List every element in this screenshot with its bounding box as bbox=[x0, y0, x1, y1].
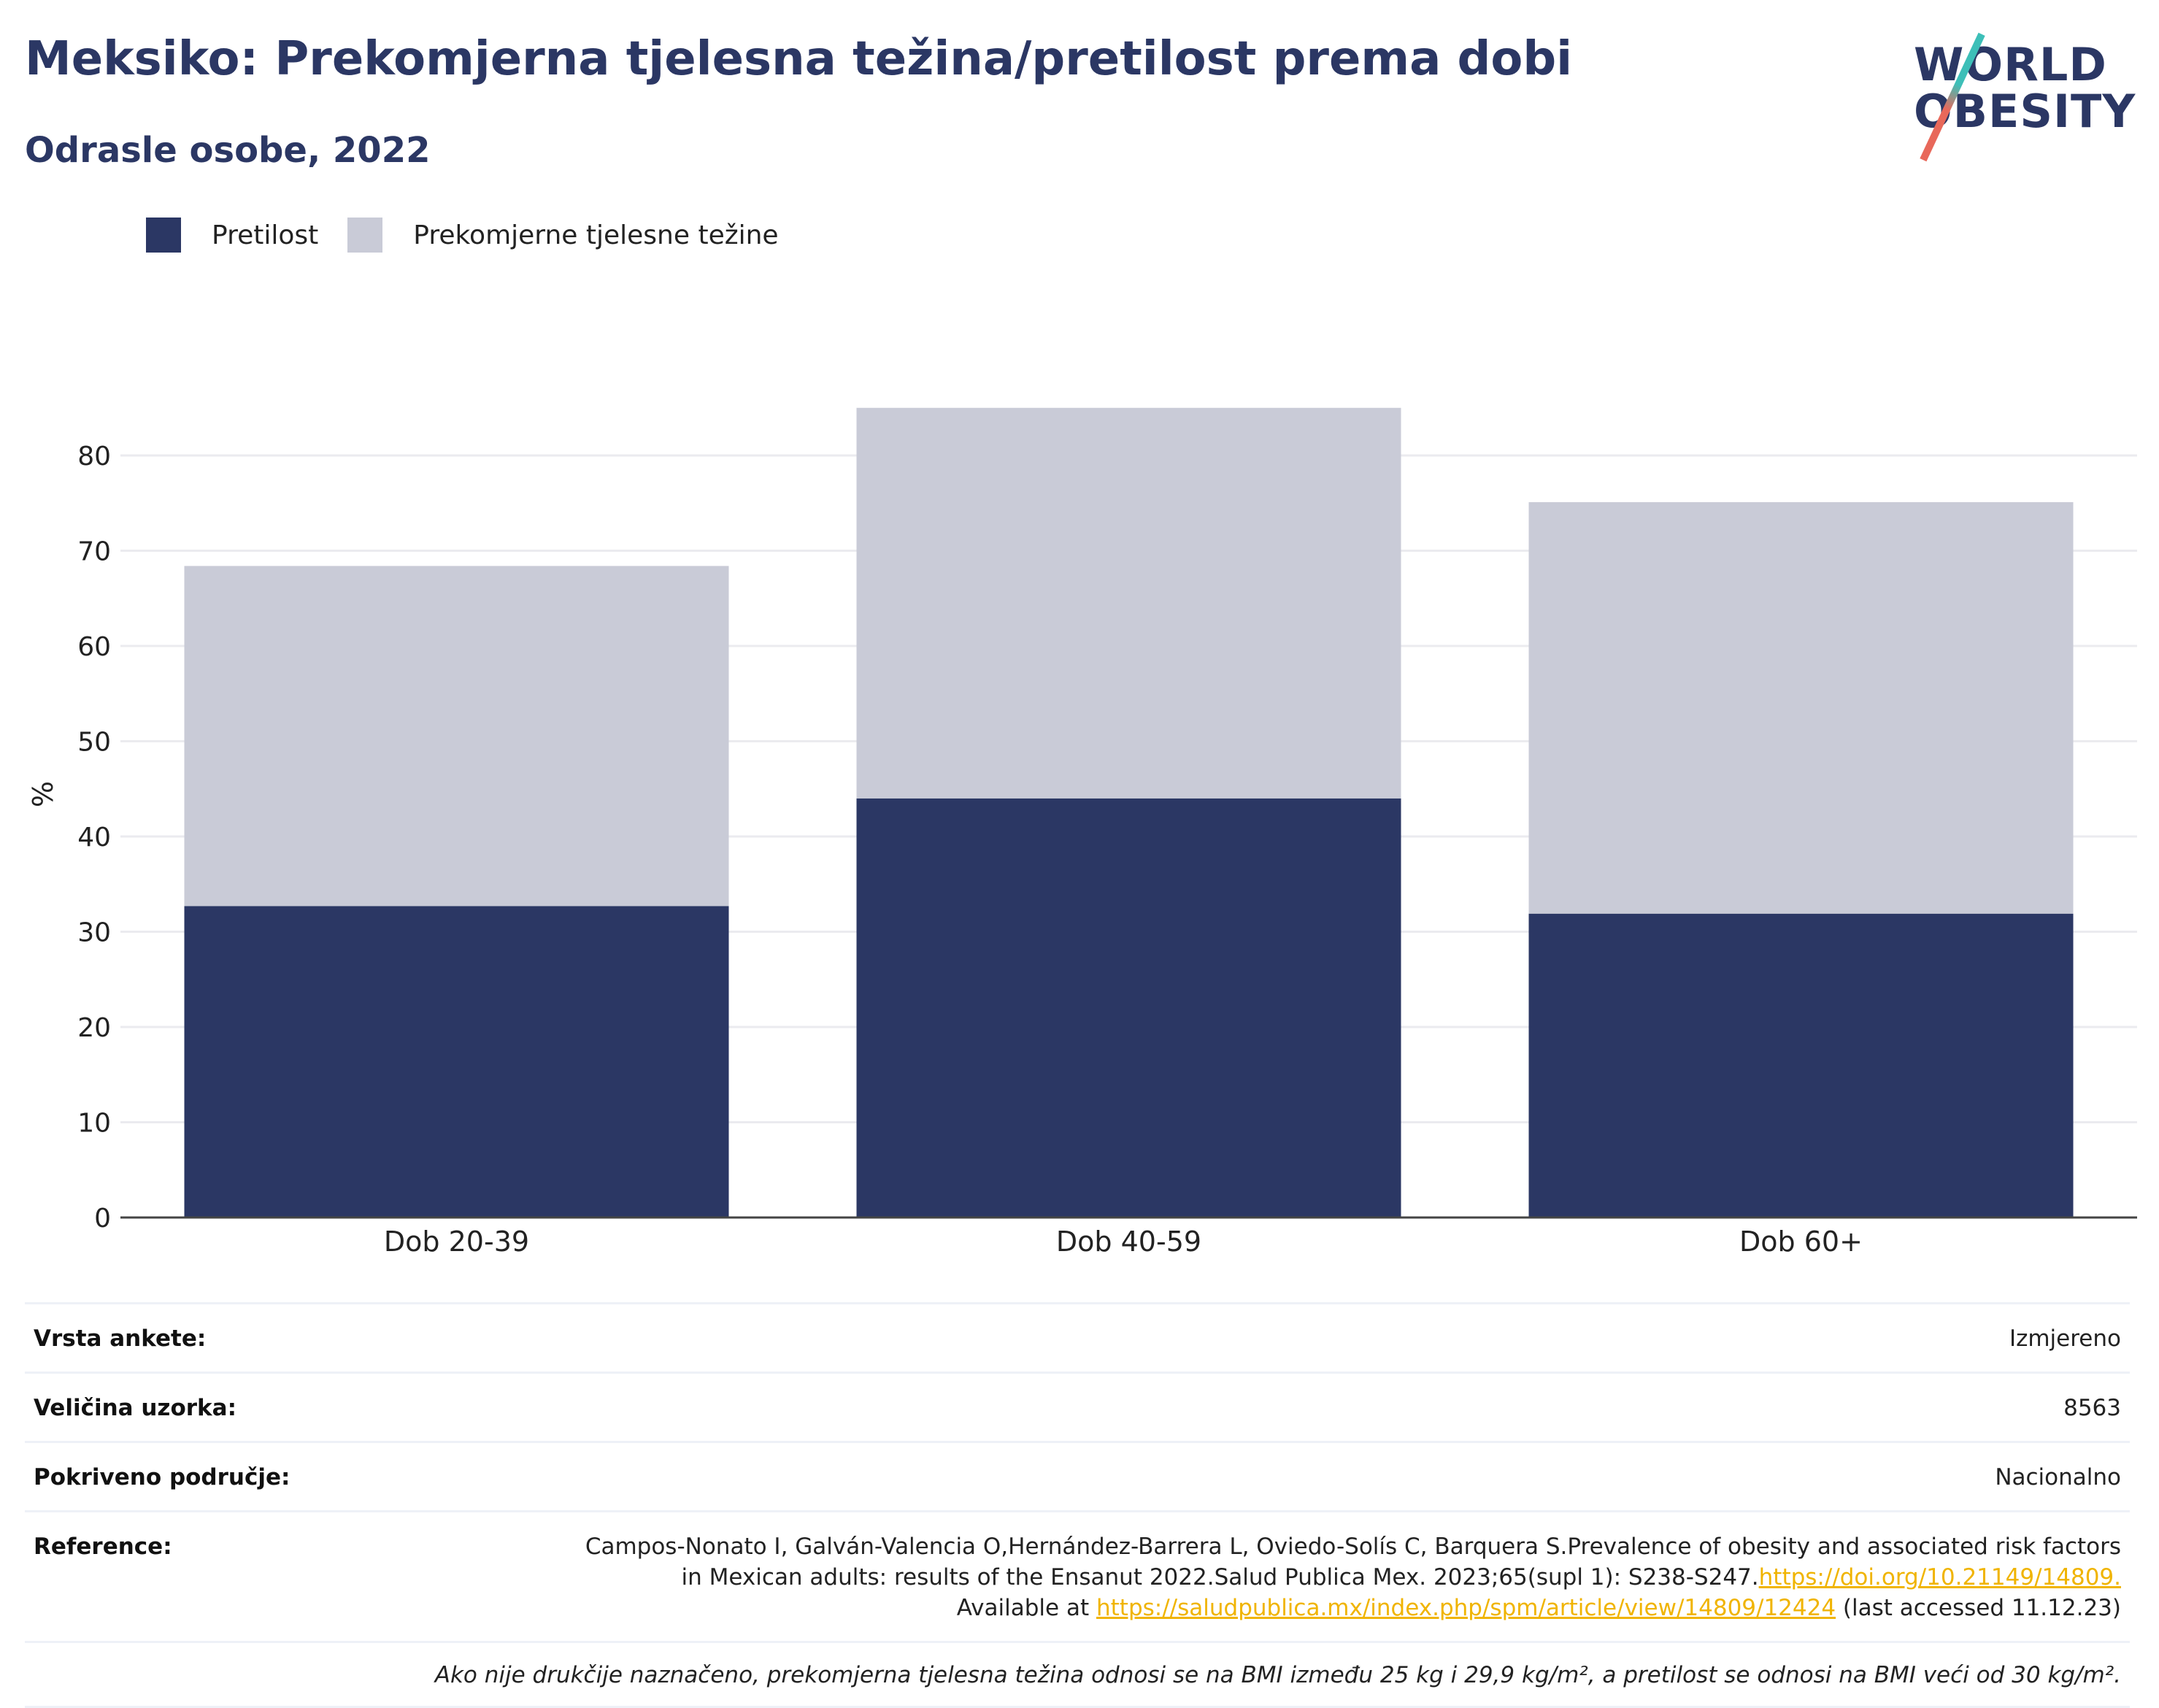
sample-size-value: 8563 bbox=[2063, 1395, 2121, 1421]
x-tick-label: Dob 40-59 bbox=[1056, 1226, 1201, 1258]
reference-line3-suffix: (last accessed 11.12.23) bbox=[1836, 1595, 2121, 1621]
legend-label-overweight: Prekomjerne tjelesne težine bbox=[413, 220, 779, 250]
y-tick-label: 50 bbox=[77, 728, 111, 758]
info-row-reference: Reference: Campos-Nonato I, Galván-Valen… bbox=[25, 1510, 2130, 1641]
y-axis-label: % bbox=[27, 781, 59, 807]
definition-note: Ako nije drukčije naznačeno, prekomjerna… bbox=[25, 1641, 2130, 1708]
bar-overweight bbox=[856, 407, 1401, 799]
doi-link[interactable]: https://doi.org/10.21149/14809. bbox=[1758, 1564, 2121, 1590]
sample-size-label: Veličina uzorka: bbox=[34, 1395, 236, 1421]
legend-swatch-overweight bbox=[347, 218, 383, 253]
chart-title: Meksiko: Prekomjerna tjelesna težina/pre… bbox=[25, 32, 1573, 86]
reference-line2-text: in Mexican adults: results of the Ensanu… bbox=[681, 1564, 1759, 1590]
stacked-bar-chart: 0 10 20 30 40 50 60 70 80% Dob 20-39 Dob 40-59 Dob … bbox=[27, 407, 2137, 1258]
y-tick-label: 30 bbox=[77, 918, 111, 948]
x-tick-label: Dob 60+ bbox=[1739, 1226, 1863, 1258]
bar-obesity bbox=[1528, 913, 2074, 1217]
survey-type-value: Izmjereno bbox=[2009, 1326, 2121, 1352]
y-tick-label: 70 bbox=[77, 537, 111, 567]
info-row-coverage: Pokriveno područje: Nacionalno bbox=[25, 1441, 2130, 1510]
info-table: Vrsta ankete: Izmjereno Veličina uzorka:… bbox=[25, 1302, 2130, 1708]
info-row-survey-type: Vrsta ankete: Izmjereno bbox=[25, 1302, 2130, 1372]
reference-line3: Available at https://saludpublica.mx/ind… bbox=[585, 1593, 2121, 1623]
y-tick-label: 0 bbox=[94, 1204, 111, 1234]
bar-overweight bbox=[1528, 501, 2074, 914]
reference-line1: Campos-Nonato I, Galván-Valencia O,Herná… bbox=[585, 1534, 2121, 1560]
bar-overweight bbox=[184, 566, 729, 907]
survey-type-label: Vrsta ankete: bbox=[34, 1326, 207, 1352]
legend-label-obesity: Pretilost bbox=[212, 220, 319, 250]
legend-item-overweight[interactable]: Prekomjerne tjelesne težine bbox=[347, 218, 779, 253]
coverage-label: Pokriveno područje: bbox=[34, 1464, 290, 1490]
bar-obesity bbox=[856, 798, 1401, 1217]
coverage-value: Nacionalno bbox=[1995, 1464, 2121, 1490]
world-obesity-logo: WORLD OBESITY bbox=[1898, 22, 2146, 162]
chart-subtitle: Odrasle osobe, 2022 bbox=[25, 130, 431, 171]
y-tick-label: 20 bbox=[77, 1013, 111, 1043]
reference-line2: in Mexican adults: results of the Ensanu… bbox=[585, 1562, 2121, 1593]
source-link[interactable]: https://saludpublica.mx/index.php/spm/ar… bbox=[1096, 1595, 1836, 1621]
legend-swatch-obesity bbox=[146, 218, 181, 253]
reference-value: Campos-Nonato I, Galván-Valencia O,Herná… bbox=[585, 1531, 2121, 1623]
bar-obesity bbox=[184, 906, 729, 1217]
x-tick-label: Dob 20-39 bbox=[384, 1226, 529, 1258]
info-row-sample-size: Veličina uzorka: 8563 bbox=[25, 1372, 2130, 1441]
legend-item-obesity[interactable]: Pretilost bbox=[146, 218, 318, 253]
y-tick-label: 10 bbox=[77, 1109, 111, 1139]
chart-legend: Pretilost Prekomjerne tjelesne težine bbox=[146, 218, 808, 253]
reference-line3-prefix: Available at bbox=[956, 1595, 1096, 1621]
reference-label: Reference: bbox=[34, 1534, 172, 1560]
y-tick-label: 80 bbox=[77, 442, 111, 472]
y-tick-label: 40 bbox=[77, 823, 111, 853]
y-tick-label: 60 bbox=[77, 632, 111, 662]
logo-line1: WORLD bbox=[1914, 38, 2107, 91]
